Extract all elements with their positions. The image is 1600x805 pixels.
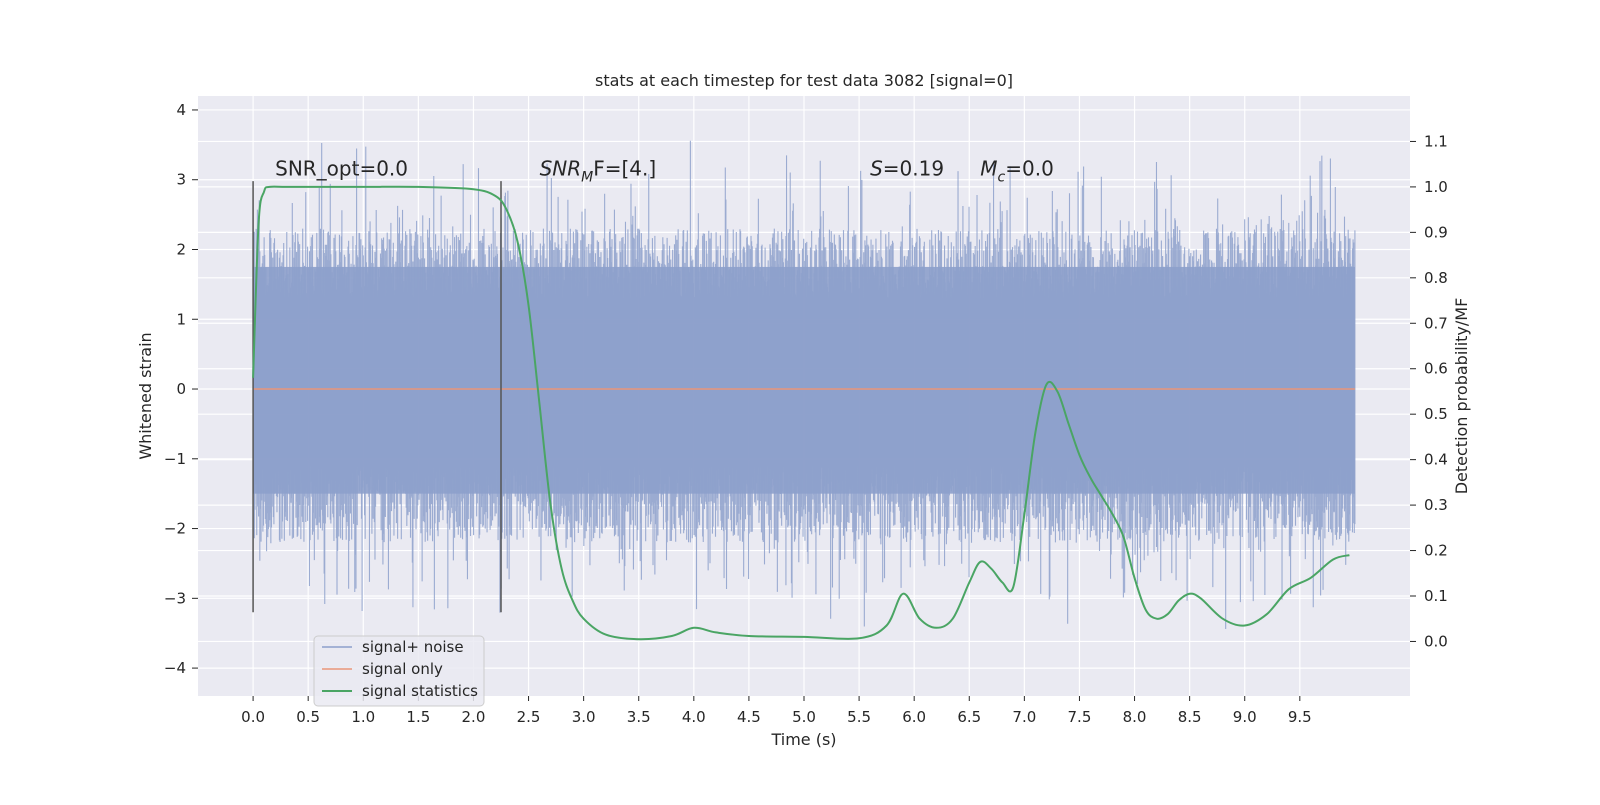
y-axis-ticks: 4 3 2 1 0 −1 −2 −3 −4 <box>164 101 198 677</box>
legend-label-signal-statistics: signal statistics <box>362 682 478 700</box>
legend-label-signal-noise: signal+ noise <box>362 638 464 656</box>
annotation-snr-mf-sub: M <box>581 170 593 186</box>
x-tick-label: 3.5 <box>627 708 651 726</box>
annotation-snr-mf-rest: F=[4.] <box>593 157 656 181</box>
x-tick-label: 9.5 <box>1288 708 1312 726</box>
annotation-s-stat-rest: =0.19 <box>883 157 944 181</box>
x-tick-label: 4.0 <box>682 708 706 726</box>
x-tick-label: 5.5 <box>847 708 871 726</box>
y-tick-label: −3 <box>164 589 186 607</box>
annotation-s-stat-main: S <box>870 157 883 181</box>
annotation-snr-opt-main: SNR_opt=0.0 <box>275 157 408 181</box>
y-tick-label: 2 <box>176 240 186 258</box>
y-tick-label: −1 <box>164 450 186 468</box>
y-right-axis-label: Detection probability/MF <box>1452 298 1471 495</box>
y-right-tick-label: 0.0 <box>1424 632 1448 650</box>
x-tick-label: 7.5 <box>1068 708 1092 726</box>
y-right-tick-label: 0.2 <box>1424 542 1448 560</box>
x-tick-label: 7.0 <box>1012 708 1036 726</box>
y-tick-label: 3 <box>176 171 186 189</box>
x-tick-label: 9.0 <box>1233 708 1257 726</box>
x-tick-label: 0.5 <box>296 708 320 726</box>
annotation-snr-mf-main: SNR <box>540 157 582 181</box>
annotation-mc-rest: =0.0 <box>1005 157 1054 181</box>
y-right-tick-label: 1.1 <box>1424 132 1448 150</box>
x-axis-label: Time (s) <box>770 730 836 749</box>
y-right-tick-label: 0.1 <box>1424 587 1448 605</box>
y-right-tick-label: 0.5 <box>1424 405 1448 423</box>
annotation-mc-main: M <box>980 157 997 181</box>
y-right-tick-label: 0.4 <box>1424 451 1448 469</box>
y-tick-label: −2 <box>164 520 186 538</box>
annotation-snr-opt: SNR_opt=0.0 <box>275 157 408 181</box>
y-right-tick-label: 0.9 <box>1424 223 1448 241</box>
annotation-mc: Mc=0.0 <box>980 157 1054 186</box>
x-tick-label: 3.0 <box>572 708 596 726</box>
chart-title: stats at each timestep for test data 308… <box>595 71 1013 90</box>
x-tick-label: 2.0 <box>462 708 486 726</box>
y-tick-label: 0 <box>176 380 186 398</box>
x-tick-label: 2.5 <box>517 708 541 726</box>
signal-statistics-series <box>252 185 1350 641</box>
x-tick-label: 8.0 <box>1123 708 1147 726</box>
annotation-snr-mf: SNRMF=[4.] <box>540 157 657 186</box>
legend-box <box>313 635 485 707</box>
x-tick-label: 5.0 <box>792 708 816 726</box>
x-tick-label: 6.5 <box>957 708 981 726</box>
y-right-tick-label: 1.0 <box>1424 178 1448 196</box>
x-axis-ticks: 0.0 0.5 1.0 1.5 2.0 2.5 3.0 3.5 4.0 4.5 5.0 5.5 6.0 6… <box>241 696 1312 726</box>
x-tick-label: 1.5 <box>406 708 430 726</box>
y-tick-label: 4 <box>176 101 186 119</box>
y-right-tick-label: 0.7 <box>1424 314 1448 332</box>
annotations: SNR_opt=0.0 SNRMF=[4.] S=0.19 Mc=0.0 <box>275 157 1054 186</box>
x-tick-label: 6.0 <box>902 708 926 726</box>
y-right-tick-label: 0.6 <box>1424 360 1448 378</box>
y-tick-label: 1 <box>176 310 186 328</box>
y-axis-label: Whitened strain <box>136 332 155 459</box>
annotation-s-stat: S=0.19 <box>870 157 944 181</box>
x-tick-label: 1.0 <box>351 708 375 726</box>
legend: signal+ noise signal only signal statist… <box>313 635 485 707</box>
y-tick-label: −4 <box>164 659 186 677</box>
vertical-markers <box>252 181 502 613</box>
x-tick-label: 8.5 <box>1178 708 1202 726</box>
noise-series <box>252 140 1356 629</box>
legend-label-signal-only: signal only <box>362 660 443 678</box>
x-tick-label: 0.0 <box>241 708 265 726</box>
y-right-axis-ticks: 1.1 1.0 0.9 0.8 0.7 0.6 0.5 0.4 0.3 0.2 0.1 0.0 <box>1410 132 1448 650</box>
x-tick-label: 4.5 <box>737 708 761 726</box>
annotation-mc-sub: c <box>998 170 1006 186</box>
signal-statistics-line <box>252 185 1350 641</box>
y-right-tick-label: 0.8 <box>1424 269 1448 287</box>
y-right-tick-label: 0.3 <box>1424 496 1448 514</box>
